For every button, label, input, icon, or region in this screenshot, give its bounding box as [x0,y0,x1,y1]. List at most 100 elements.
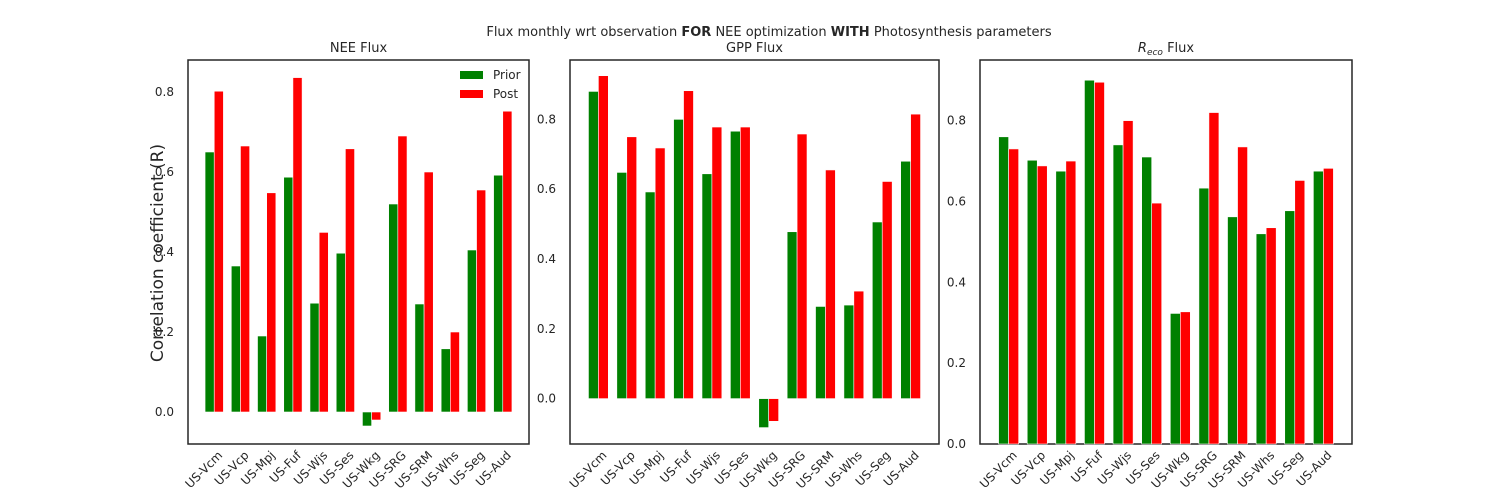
bar-prior-us-wkg [1169,313,1181,445]
bar-prior-us-wjs [309,302,320,413]
bar-prior-us-vcp [230,265,241,413]
panel-title: Reco Flux [1138,41,1195,58]
bar-prior-us-wkg [362,411,372,427]
bar-prior-us-srg [388,203,399,413]
bar-prior-us-aud [900,160,911,399]
bar-post-us-seg [881,181,893,399]
y-tick-label: 0.2 [155,325,174,339]
bar-post-us-whs [853,290,865,399]
suptitle-part: NEE optimization [711,25,830,40]
bar-prior-us-srm [1227,216,1238,445]
y-tick-label: 0.6 [155,165,174,179]
bar-prior-us-vcm [204,151,215,413]
y-tick-label: 0.6 [947,194,966,208]
panel-title: NEE Flux [330,41,388,56]
y-tick-label: 0.0 [155,405,174,419]
bar-post-us-vcp [1036,165,1048,445]
bar-prior-us-seg [467,249,477,413]
bar-prior-us-fuf [283,176,294,413]
bar-post-us-mpj [1065,160,1077,445]
bar-post-us-wjs [318,232,329,413]
bar-prior-us-aud [1313,170,1324,445]
bar-prior-us-seg [871,221,883,399]
bar-post-us-wjs [1122,120,1134,445]
y-tick-label: 0.0 [537,392,556,406]
bar-prior-us-srg [786,231,798,399]
bar-post-us-ses [345,148,355,413]
bar-prior-us-fuf [673,119,684,399]
bar-post-us-srm [825,169,836,399]
bar-post-us-srg [1208,112,1220,445]
bar-prior-us-aud [493,174,504,413]
bar-post-us-fuf [683,90,694,399]
bar-post-us-whs [1265,227,1277,445]
bar-prior-us-whs [1255,233,1267,445]
bar-post-us-mpj [266,192,277,413]
legend-swatch-post [460,90,483,98]
bar-post-us-mpj [654,147,666,399]
axes-frame [979,59,1353,445]
axes-frame [187,59,530,445]
panel-1: NEE Flux0.00.20.40.60.8US-VcmUS-VcpUS-Mp… [155,41,530,491]
y-tick-label: 0.2 [537,322,556,336]
bar-post-us-wkg [371,411,382,421]
bar-post-us-srm [423,171,434,413]
x-tick-label: US-Vcm [977,448,1020,491]
bar-post-us-wjs [711,126,723,399]
y-tick-label: 0.2 [947,356,966,370]
legend-label-prior: Prior [493,68,521,82]
y-tick-label: 0.4 [537,252,556,266]
bar-prior-us-seg [1284,210,1296,445]
bar-post-us-aud [502,110,513,413]
bar-prior-us-vcm [588,91,599,399]
bar-post-us-srm [1237,146,1248,445]
bar-prior-us-ses [335,252,346,413]
bar-prior-us-ses [1141,156,1153,445]
y-tick-label: 0.0 [947,437,966,451]
bar-prior-us-whs [440,348,451,413]
suptitle-part: Flux monthly wrt observation [486,25,681,40]
bar-prior-us-wkg [758,398,769,428]
legend-label-post: Post [493,87,518,101]
bar-post-us-seg [476,189,487,413]
bar-post-us-vcm [598,75,609,399]
bar-post-us-fuf [292,77,303,413]
legend: Prior Post [460,68,521,101]
bar-post-us-aud [1323,168,1334,445]
bar-post-us-vcp [240,145,250,413]
y-tick-label: 0.8 [155,85,174,99]
panel-2: GPP Flux0.00.20.40.60.8US-VcmUS-VcpUS-Mp… [537,41,940,491]
bar-post-us-wkg [768,398,779,422]
title-rest: Flux [1163,41,1194,56]
y-tick-label: 0.4 [155,245,174,259]
suptitle-part: Photosynthesis parameters [870,25,1052,40]
bar-prior-us-vcp [616,172,628,399]
y-tick-label: 0.8 [537,112,556,126]
bar-prior-us-whs [843,304,855,399]
bar-post-us-ses [1151,202,1163,445]
bar-prior-us-wjs [701,173,713,399]
bar-post-us-whs [450,331,460,413]
bar-prior-us-srm [815,306,826,399]
suptitle-part: FOR [681,25,711,40]
bar-prior-us-vcm [998,136,1009,445]
bar-post-us-vcm [1008,148,1019,445]
bar-prior-us-fuf [1084,79,1095,445]
bar-prior-us-srm [414,303,425,413]
bar-prior-us-mpj [257,335,267,413]
bar-post-us-vcm [213,90,224,413]
bar-post-us-srg [397,135,408,413]
suptitle-part: WITH [831,25,870,40]
y-tick-label: 0.8 [947,114,966,128]
figure-suptitle: Flux monthly wrt observation FOR NEE opt… [486,25,1052,40]
bar-prior-us-mpj [644,191,656,399]
bar-post-us-ses [740,126,751,399]
bar-post-us-fuf [1094,81,1105,445]
bar-post-us-wkg [1180,311,1191,445]
bar-prior-us-vcp [1026,159,1038,445]
panel-title: GPP Flux [726,41,783,56]
panels: NEE Flux0.00.20.40.60.8US-VcmUS-VcpUS-Mp… [155,41,1353,491]
y-tick-label: 0.6 [537,182,556,196]
bar-post-us-vcp [626,136,638,399]
